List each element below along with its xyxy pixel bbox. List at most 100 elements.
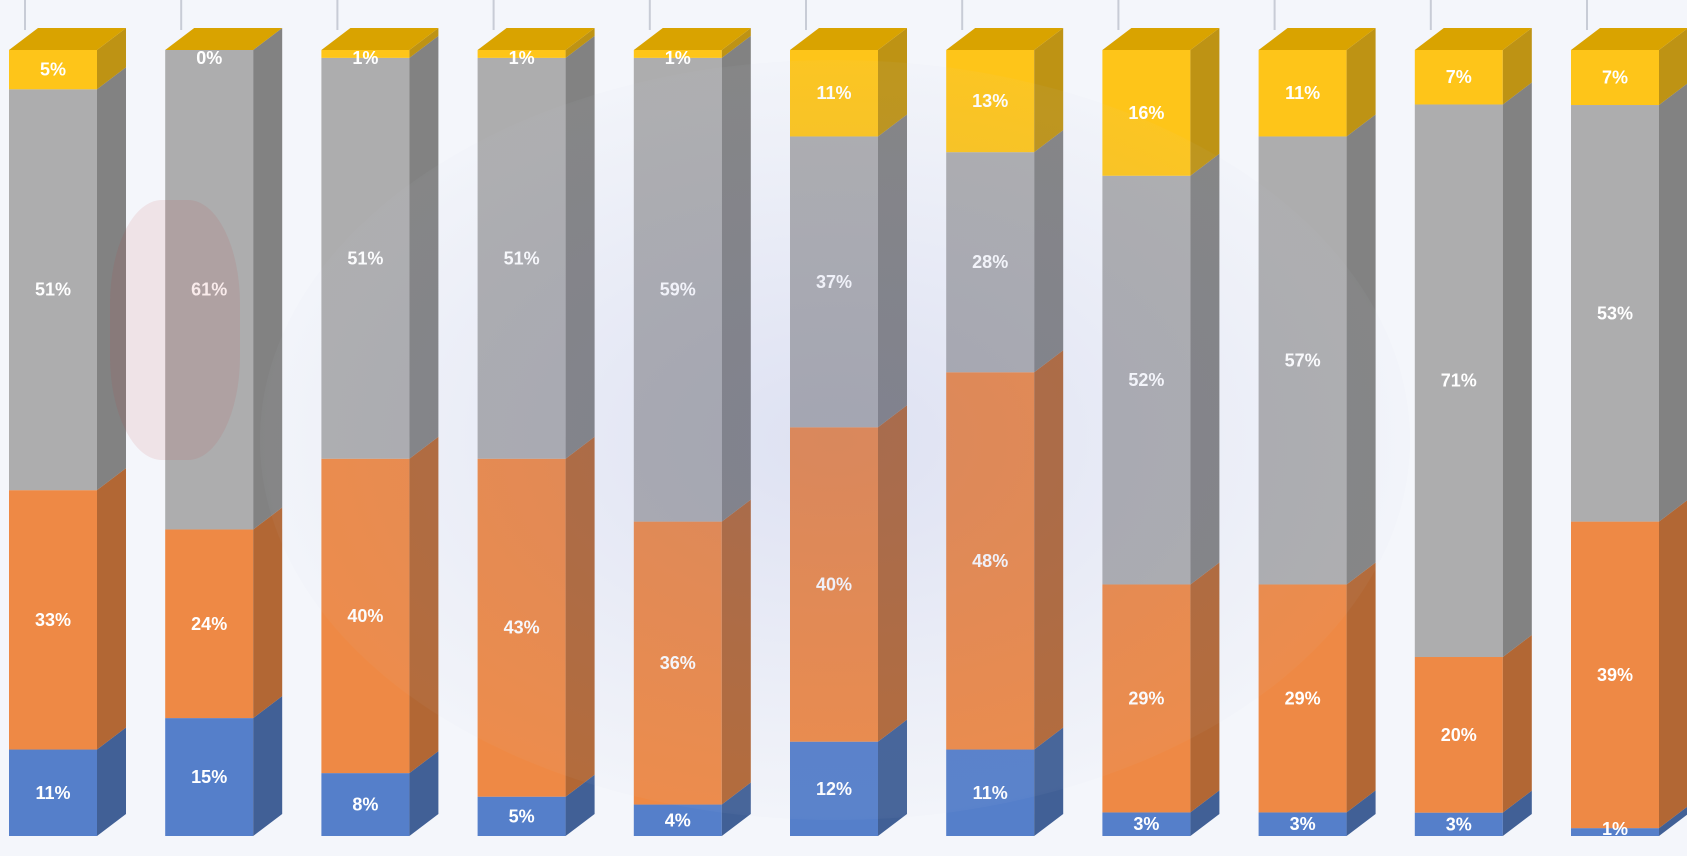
bar-segment-side	[721, 35, 751, 522]
bar-top-face	[790, 28, 907, 50]
bar-stack: 3% 29% 52% 16%	[1102, 28, 1220, 836]
data-label: 15%	[191, 767, 227, 787]
data-label: 29%	[1128, 688, 1164, 708]
bar-stack: 1% 39% 53% 7%	[1571, 28, 1687, 839]
bar-top-face	[9, 28, 126, 50]
bar-segment-side	[97, 468, 126, 750]
bar-segment-side	[721, 782, 751, 836]
data-label: 11%	[35, 783, 70, 803]
data-label: 59%	[660, 280, 696, 300]
data-label: 5%	[509, 806, 535, 826]
bar-segment-side	[253, 28, 283, 530]
bar-segment-front	[633, 521, 722, 805]
data-label: 39%	[1597, 665, 1633, 685]
bar-segment-front	[633, 804, 722, 836]
bar-segment-front	[1102, 584, 1191, 813]
bar-segment-front	[1258, 812, 1347, 836]
data-label: 53%	[1597, 303, 1633, 323]
bar-segment-front	[1414, 104, 1503, 658]
data-label: 11%	[973, 783, 1008, 803]
data-label: 37%	[816, 272, 852, 292]
data-label: 3%	[1290, 814, 1316, 834]
bar-segment-side	[253, 507, 283, 719]
bar-segment-front	[9, 490, 97, 750]
bar-segment-front	[790, 50, 878, 137]
bar-top-face	[1258, 28, 1376, 50]
bar-segment-side	[1190, 153, 1220, 585]
bar-segment-front	[1571, 50, 1659, 106]
data-label: 3%	[1446, 814, 1472, 834]
bar-top-face	[1414, 28, 1532, 50]
bar-segment-side	[1346, 28, 1376, 137]
data-label: 1%	[1602, 819, 1628, 839]
bar-segment-side	[1659, 806, 1687, 836]
bar-segment-side	[1034, 727, 1064, 836]
data-label: 12%	[816, 779, 852, 799]
bar-stack: 15% 24% 61% 0%	[165, 28, 283, 836]
data-label: 7%	[1446, 67, 1472, 87]
bar-segment-side	[1346, 114, 1376, 585]
bar-segment-front	[477, 50, 566, 58]
bar-segment-front	[1414, 812, 1503, 836]
bar-segment-front	[790, 136, 878, 428]
bar-stack: 8% 40% 51% 1%	[321, 28, 439, 836]
bar-top-face	[165, 28, 283, 50]
bar-segment-front	[1258, 584, 1347, 813]
data-label: 61%	[191, 280, 227, 300]
data-label: 16%	[1128, 103, 1164, 123]
bar-segment-side	[1346, 790, 1376, 836]
data-label: 57%	[1285, 350, 1321, 370]
bar-segment-front	[633, 57, 722, 522]
bar-segment-side	[1502, 635, 1532, 813]
bar-segment-side	[97, 67, 126, 491]
bar-segment-front	[946, 152, 1035, 373]
bar-segment-front	[9, 50, 97, 90]
bar-segment-side	[1190, 790, 1220, 836]
bar-segment-front	[1102, 50, 1191, 176]
bar-segment-front	[321, 57, 410, 459]
bar-segment-side	[565, 28, 595, 58]
bar-segment-front	[9, 89, 97, 491]
data-label: 3%	[1133, 814, 1159, 834]
data-label: 33%	[35, 610, 71, 630]
data-label: 7%	[1602, 68, 1628, 88]
data-label: 29%	[1285, 688, 1321, 708]
bar-stack: 11% 33% 51% 5%	[9, 28, 126, 836]
bar-segment-side	[1659, 28, 1687, 106]
bar-segment-front	[165, 529, 254, 719]
bar-segment-side	[878, 719, 907, 836]
data-label: 52%	[1128, 370, 1164, 390]
data-label: 48%	[972, 551, 1008, 571]
bar-segment-side	[253, 696, 283, 836]
bar-segment-side	[409, 28, 439, 58]
data-label: 24%	[191, 614, 227, 634]
bar-segment-front	[790, 741, 878, 836]
bar-top-face	[946, 28, 1064, 50]
bar-segment-side	[1502, 790, 1532, 836]
bar-segment-side	[97, 28, 126, 90]
bar-segment-side	[721, 499, 751, 805]
data-label: 40%	[347, 606, 383, 626]
bar-segment-front	[321, 773, 410, 836]
bar-segment-front	[633, 50, 722, 58]
bar-segment-front	[9, 749, 97, 836]
bar-stack: 4% 36% 59% 1%	[633, 28, 751, 836]
bar-segment-front	[1102, 812, 1191, 836]
data-label: 20%	[1441, 725, 1477, 745]
bar-segment-front	[1414, 50, 1503, 105]
bar-segment-front	[1258, 50, 1347, 137]
bar-segment-front	[946, 749, 1035, 836]
data-label: 40%	[816, 574, 852, 594]
background-figure-left	[110, 200, 240, 460]
bar-segment-side	[1034, 350, 1064, 750]
bar-segment-front	[1571, 105, 1659, 522]
bar-segment-front	[1414, 657, 1503, 813]
bar-top-face	[1571, 28, 1687, 50]
bar-segment-front	[1571, 828, 1659, 836]
bar-segment-side	[878, 405, 907, 742]
bar-segment-front	[165, 718, 254, 836]
bar-segment-side	[1659, 83, 1687, 522]
bar-segment-front	[477, 57, 566, 459]
bar-segment-side	[565, 35, 595, 459]
